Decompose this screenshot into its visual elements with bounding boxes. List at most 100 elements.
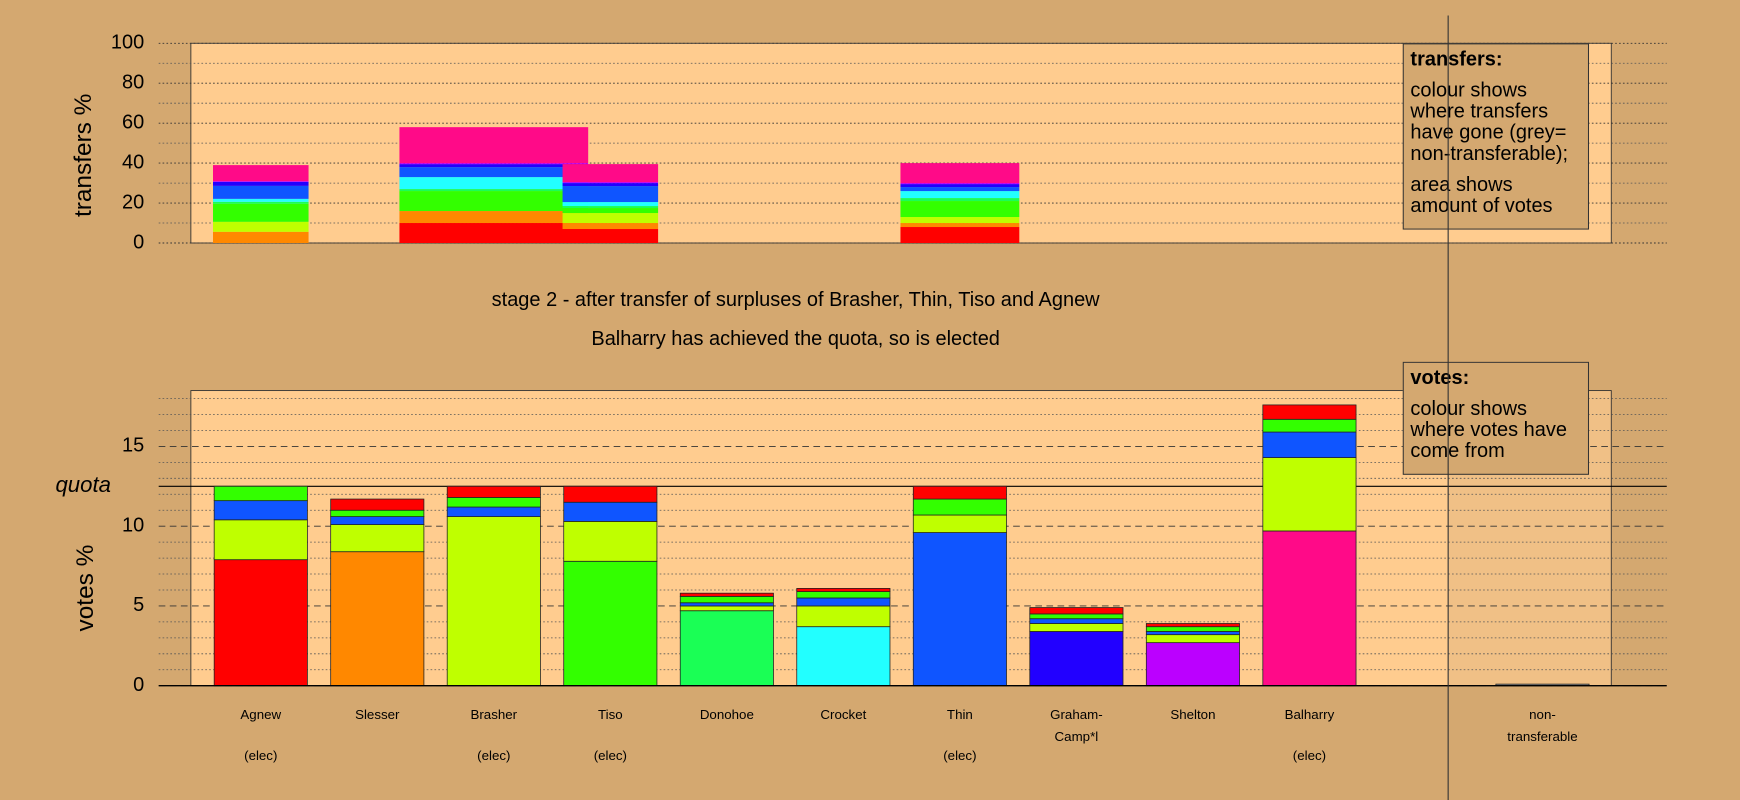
vote-segment — [1262, 404, 1357, 420]
vote-segment — [912, 514, 1007, 533]
transfer-segment — [900, 223, 1020, 228]
x-tick-label: Crocket — [820, 706, 867, 723]
vote-segment — [679, 592, 774, 597]
x-tick-label-text: Graham-Camp*l — [1050, 706, 1103, 745]
legend-title: votes: — [1410, 366, 1470, 389]
vote-segment — [679, 605, 774, 612]
category-note: (elec) — [1293, 748, 1326, 763]
vote-segment — [213, 500, 308, 521]
vote-segment — [796, 588, 891, 592]
y-tick-label: 20 — [122, 191, 144, 213]
transfer-segment — [900, 227, 1020, 243]
transfer-segment — [562, 202, 659, 207]
x-tick-label-text: Donohoe — [699, 706, 754, 723]
y-tick-label: 80 — [122, 71, 144, 93]
transfer-segment — [213, 231, 309, 243]
vote-segment — [796, 591, 891, 599]
transfer-segment — [399, 189, 589, 192]
vote-segment — [330, 516, 425, 525]
vote-segment — [446, 485, 541, 498]
vote-segment — [1029, 623, 1124, 632]
x-tick-label-text: Shelton — [1170, 706, 1216, 723]
y-tick-label: 0 — [133, 231, 144, 253]
vote-segment — [446, 497, 541, 508]
chart-title: stage 2 - after transfer of surpluses of… — [492, 289, 1101, 311]
x-tick-label-text: non-transferable — [1507, 706, 1578, 745]
transfer-segment — [562, 186, 659, 203]
legend-title: transfers: — [1410, 47, 1503, 70]
transfer-segment — [399, 127, 589, 164]
vote-segment — [563, 485, 658, 503]
transfer-segment — [213, 181, 309, 182]
category-note: (elec) — [594, 748, 627, 763]
vote-segment — [330, 498, 425, 511]
x-tick-label: non-transferable — [1507, 706, 1578, 745]
transfer-segment — [399, 211, 589, 224]
transfer-segment — [900, 183, 1020, 185]
vote-segment — [1262, 457, 1357, 532]
transfer-segment — [562, 183, 659, 187]
chart-subtitle: Balharry has achieved the quota, so is e… — [591, 328, 1000, 350]
transfer-segment — [399, 164, 589, 168]
y-tick-label: 60 — [122, 111, 144, 133]
vote-segment — [563, 560, 658, 687]
legend-text: colour shows where transfers have gone (… — [1410, 78, 1569, 165]
transfer-segment — [399, 191, 589, 212]
x-tick-label: Shelton — [1170, 706, 1216, 723]
vote-segment — [1262, 418, 1357, 433]
legend-box: transfers: colour shows where transfers h… — [1402, 43, 1590, 230]
vote-segment — [796, 605, 891, 628]
transfer-segment — [213, 198, 309, 202]
y-tick-label: 15 — [122, 435, 144, 457]
vote-segment — [1145, 626, 1240, 632]
vote-segment — [330, 509, 425, 517]
legend: transfers: colour shows where transfers h… — [1402, 43, 1590, 230]
y-tick-label: 0 — [133, 674, 144, 696]
vote-segment — [563, 521, 658, 562]
vote-segment — [446, 506, 541, 517]
y-tick-label: 40 — [122, 151, 144, 173]
vote-segment — [912, 485, 1007, 500]
vote-segment — [1029, 631, 1124, 687]
transfer-segment — [900, 201, 1020, 218]
x-tick-label-text: Balharry — [1284, 706, 1335, 723]
vote-segment — [679, 610, 774, 687]
x-tick-label: Brasher — [470, 707, 517, 723]
x-tick-label: Donohoe — [699, 706, 754, 723]
transfer-segment — [213, 221, 309, 232]
transfer-segment — [900, 217, 1020, 224]
x-tick-label: Agnew — [240, 707, 281, 723]
vote-segment — [1145, 623, 1240, 628]
transfer-segment — [562, 208, 659, 214]
transfer-segment — [562, 223, 659, 230]
transfer-segment — [213, 203, 309, 222]
legend-text: colour shows where votes have come from — [1410, 397, 1567, 462]
vote-segment — [1145, 642, 1240, 687]
vote-segment — [1262, 530, 1357, 687]
category-note: (elec) — [244, 748, 277, 763]
quota-label: quota — [55, 472, 111, 497]
transfer-segment — [399, 177, 589, 190]
vote-segment — [213, 559, 308, 687]
vote-segment — [330, 524, 425, 553]
transfer-segment — [213, 165, 309, 182]
x-tick-label: Graham-Camp*l — [1050, 706, 1103, 745]
plot-area — [190, 390, 1612, 687]
vote-segment — [912, 532, 1007, 687]
category-note: (elec) — [477, 748, 510, 763]
transfer-segment — [562, 213, 659, 224]
legend: votes: colour shows where votes have come… — [1402, 361, 1590, 475]
transfer-segment — [562, 206, 659, 209]
transfer-segment — [213, 181, 309, 186]
vote-segment — [446, 516, 541, 687]
x-tick-label-text: Crocket — [820, 706, 867, 723]
vote-segment — [1029, 618, 1124, 624]
vote-segment — [213, 519, 308, 561]
vote-segment — [563, 501, 658, 522]
vote-segment — [1145, 631, 1240, 636]
transfer-segment — [562, 229, 659, 243]
transfer-segment — [900, 198, 1020, 202]
vote-segment — [912, 498, 1007, 516]
transfer-segment — [900, 163, 1020, 184]
transfer-segment — [900, 187, 1020, 192]
